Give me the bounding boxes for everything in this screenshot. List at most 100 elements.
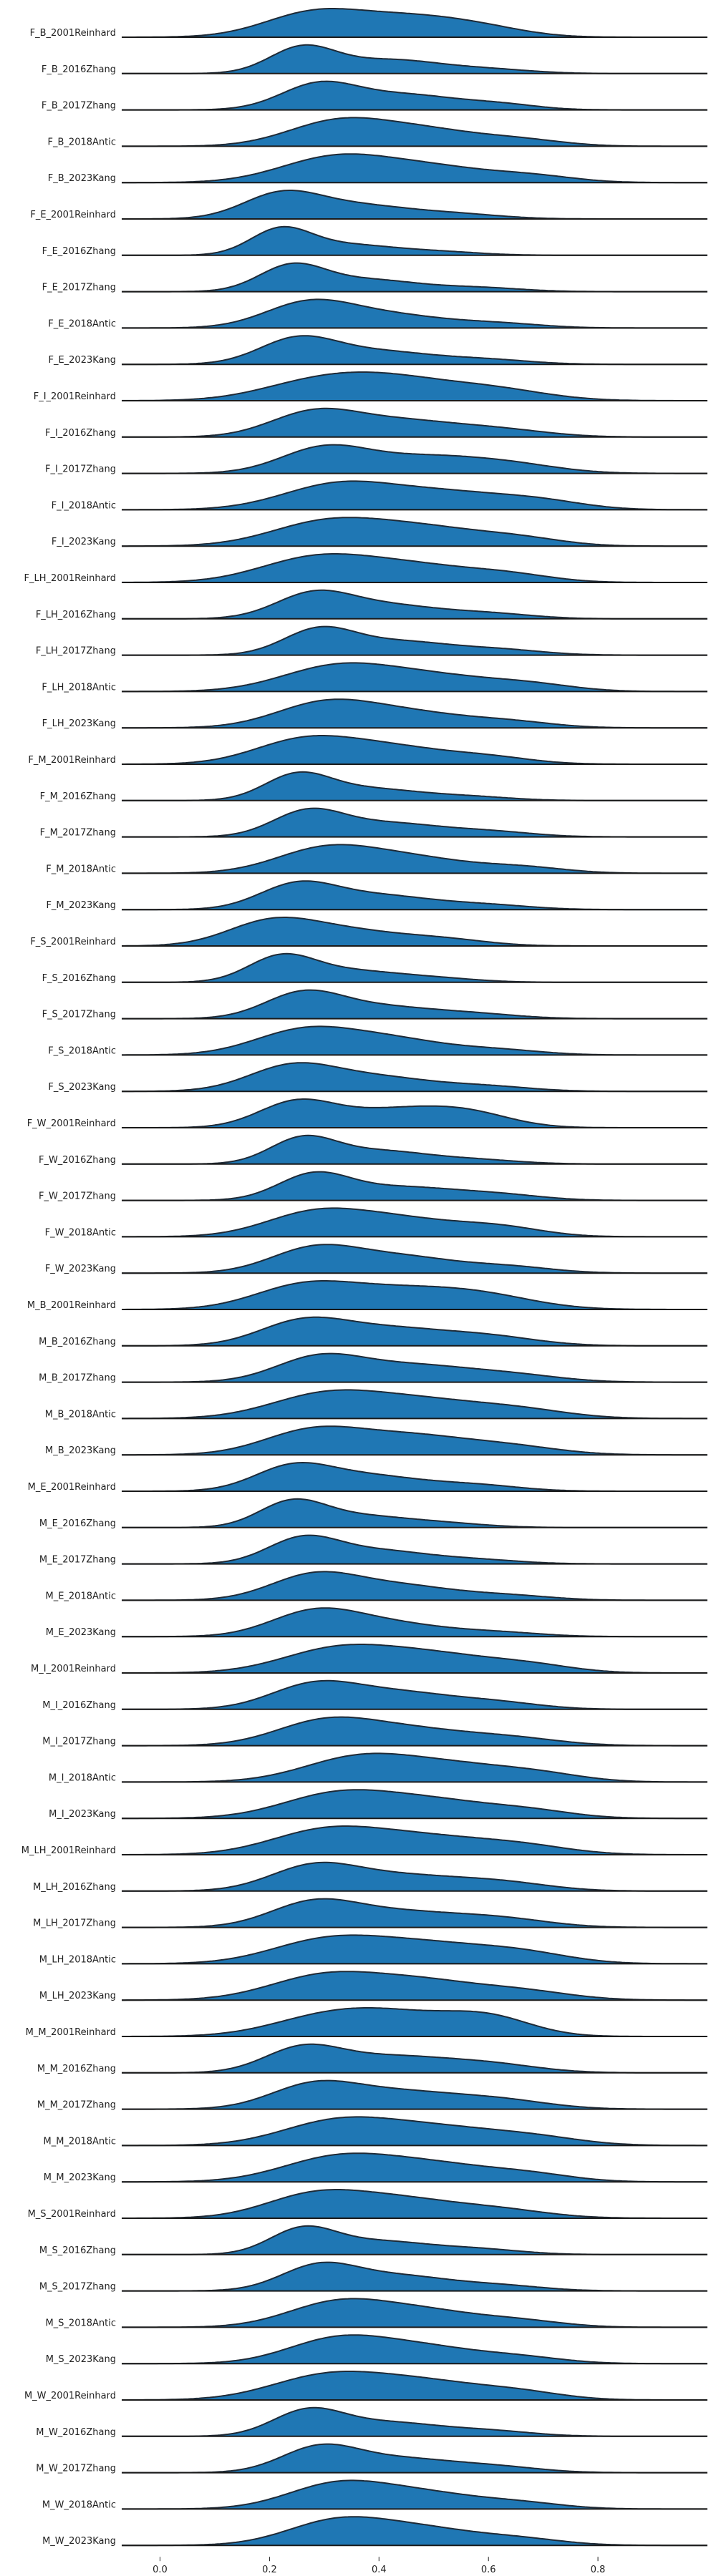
ridge-row: F_I_2001Reinhard: [34, 371, 707, 402]
ridge-row: M_M_2016Zhang: [37, 2043, 707, 2074]
ridge-row: F_M_2023Kang: [46, 880, 707, 911]
row-label: F_E_2001Reinhard: [30, 210, 116, 220]
ridge-row: F_LH_2017Zhang: [36, 625, 707, 657]
ridge-row: F_E_2001Reinhard: [30, 190, 707, 220]
row-label: M_B_2016Zhang: [39, 1337, 116, 1347]
row-label: M_E_2001Reinhard: [28, 1482, 116, 1493]
ridge-row: M_B_2017Zhang: [39, 1352, 707, 1384]
ridge-row: M_W_2017Zhang: [36, 2443, 707, 2474]
ridge-area: [122, 372, 707, 401]
ridge-area: [122, 1463, 707, 1491]
row-label: F_W_2016Zhang: [39, 1155, 116, 1166]
ridge-row: M_E_2017Zhang: [39, 1534, 707, 1566]
ridge-row: M_B_2023Kang: [45, 1425, 707, 1456]
ridge-area: [122, 2153, 707, 2182]
ridge-row: F_W_2018Antic: [45, 1207, 707, 1238]
ridge-outline: [122, 1825, 707, 1855]
ridge-outline: [122, 1280, 707, 1310]
row-label: M_S_2016Zhang: [39, 2245, 116, 2256]
ridge-row: F_LH_2001Reinhard: [24, 553, 707, 584]
row-label: F_LH_2001Reinhard: [24, 573, 116, 584]
row-label: F_I_2017Zhang: [45, 464, 116, 475]
row-label: M_I_2016Zhang: [42, 1700, 116, 1711]
ridge-area: [122, 2080, 707, 2109]
ridge-row: M_S_2018Antic: [45, 2298, 707, 2328]
ridge-row: M_I_2018Antic: [49, 1752, 707, 1783]
ridge-row: F_I_2016Zhang: [45, 407, 707, 439]
ridge-area: [122, 1753, 707, 1782]
ridge-area: [122, 2371, 707, 2400]
ridge-outline: [122, 2371, 707, 2401]
row-label: M_E_2023Kang: [46, 1627, 116, 1638]
ridge-area: [122, 626, 707, 655]
ridge-row: F_B_2017Zhang: [42, 80, 707, 112]
ridge-area: [122, 1644, 707, 1673]
row-label: M_W_2016Zhang: [36, 2427, 116, 2438]
ridge-area: [122, 1971, 707, 2001]
ridge-row: M_S_2017Zhang: [39, 2261, 707, 2293]
ridge-outline: [122, 2334, 707, 2365]
row-label: F_B_2001Reinhard: [30, 28, 116, 39]
ridge-area: [122, 1390, 707, 1419]
row-label: F_S_2018Antic: [48, 1045, 116, 1056]
ridge-outline: [122, 153, 707, 184]
ridge-row: F_I_2017Zhang: [45, 444, 707, 475]
ridge-row: F_E_2018Antic: [48, 298, 707, 329]
ridge-outline: [122, 480, 707, 511]
ridge-outline: [122, 1389, 707, 1420]
row-label: F_E_2023Kang: [48, 355, 116, 366]
row-label: F_B_2016Zhang: [42, 64, 116, 75]
row-label: F_B_2018Antic: [48, 137, 116, 147]
ridge-row: F_S_2017Zhang: [42, 989, 707, 1020]
ridge-row: F_B_2001Reinhard: [30, 8, 707, 39]
ridge-outline: [122, 2516, 707, 2547]
ridge-row: M_LH_2016Zhang: [33, 1861, 707, 1893]
ridge-row: F_S_2001Reinhard: [30, 917, 707, 947]
ridge-row: F_LH_2018Antic: [42, 662, 707, 693]
row-label: M_M_2018Antic: [43, 2136, 116, 2147]
ridge-row: M_S_2023Kang: [46, 2334, 707, 2365]
x-tick-label: 0.4: [372, 2565, 387, 2575]
ridge-outline: [122, 1716, 707, 1747]
row-label: M_I_2018Antic: [49, 1772, 116, 1783]
ridge-outline: [122, 844, 707, 874]
row-label: M_I_2017Zhang: [42, 1737, 116, 1747]
ridge-area: [122, 1281, 707, 1309]
ridge-area: [122, 263, 707, 292]
ridge-area: [122, 2008, 707, 2036]
ridge-row: F_B_2023Kang: [48, 153, 707, 184]
ridge-area: [122, 1717, 707, 1746]
ridge-area: [122, 699, 707, 728]
ridge-outline: [122, 2298, 707, 2328]
ridge-area: [122, 844, 707, 874]
ridges-group: F_B_2001Reinhard F_B_2016Zhang F_B_2017Zha…: [21, 8, 707, 2547]
ridge-outline: [122, 1789, 707, 1820]
row-label: M_S_2023Kang: [46, 2354, 116, 2365]
ridge-area: [122, 554, 707, 582]
ridge-area: [122, 2225, 707, 2255]
row-label: M_W_2023Kang: [42, 2536, 116, 2547]
ridge-row: M_M_2017Zhang: [37, 2079, 707, 2111]
ridge-row: F_B_2016Zhang: [42, 44, 707, 75]
ridge-row: F_E_2017Zhang: [42, 262, 707, 293]
ridge-row: M_I_2016Zhang: [42, 1679, 707, 1711]
ridge-area: [122, 9, 707, 37]
ridge-row: M_M_2023Kang: [44, 2152, 707, 2183]
x-axis: 0.0 0.2 0.4 0.6 0.8: [153, 2557, 605, 2575]
ridge-row: M_M_2018Antic: [43, 2116, 707, 2147]
row-label: M_S_2017Zhang: [39, 2282, 116, 2293]
row-label: F_E_2017Zhang: [42, 283, 116, 293]
row-label: M_E_2016Zhang: [39, 1518, 116, 1529]
ridge-row: M_I_2017Zhang: [42, 1716, 707, 1747]
ridge-outline: [122, 1644, 707, 1674]
ridge-row: M_S_2016Zhang: [39, 2225, 707, 2256]
row-label: F_B_2023Kang: [48, 173, 116, 184]
ridge-area: [122, 408, 707, 437]
row-label: M_E_2017Zhang: [39, 1555, 116, 1566]
ridge-area: [122, 117, 707, 147]
ridge-area: [122, 226, 707, 255]
ridge-outline: [122, 1425, 707, 1456]
ridge-area: [122, 917, 707, 946]
ridge-area: [122, 481, 707, 510]
ridge-row: F_E_2023Kang: [48, 335, 707, 366]
